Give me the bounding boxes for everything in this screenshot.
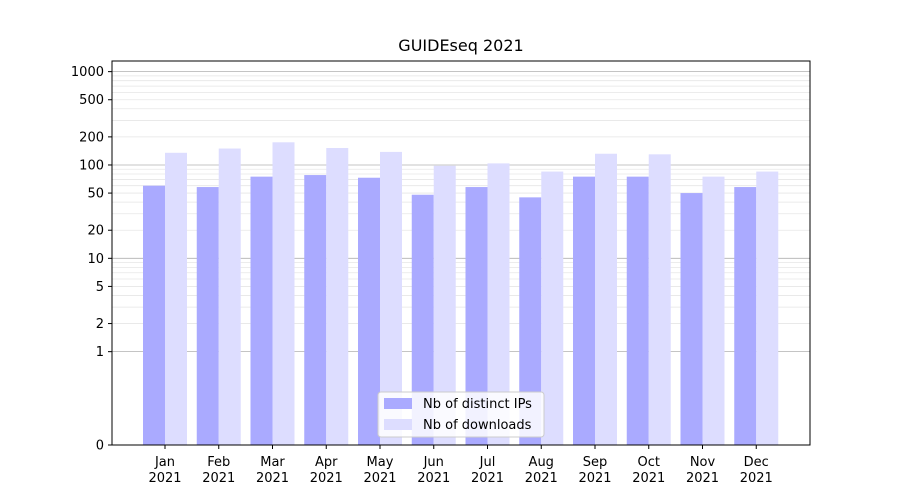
legend: Nb of distinct IPs Nb of downloads [377,391,545,438]
y-tick-label: 1 [96,345,104,360]
bar-distinct-ips [358,177,380,445]
legend-swatch [384,419,412,430]
x-tick-label: Jun 2021 [417,455,450,486]
y-tick-label: 20 [87,224,104,239]
bar-downloads [433,165,456,446]
bar-distinct-ips [680,193,703,445]
bar-downloads [218,148,241,445]
bar-downloads [648,154,671,445]
bar-distinct-ips [519,197,542,445]
bar-downloads [326,148,349,445]
x-tick-label: Oct 2021 [632,455,665,486]
y-tick-label: 100 [79,158,104,173]
y-tick-label: 50 [87,187,104,202]
y-tick-label: 10 [87,252,104,267]
x-tick-label: Dec 2021 [740,455,773,486]
x-tick-label: May 2021 [363,455,396,486]
x-tick-label: Mar 2021 [256,455,289,486]
legend-label: Nb of downloads [423,418,532,433]
bar-downloads [272,142,295,445]
bar-distinct-ips [250,176,273,445]
x-tick-label: Jul 2021 [471,455,504,486]
x-tick-label: Feb 2021 [202,455,235,486]
axes-layer: 0 1 2 5 10 20 50 100 200 500 1000 Jan 2021 Feb 2021 Mar… [71,60,811,486]
bar-distinct-ips [734,187,757,445]
bar-downloads [702,176,725,445]
x-tick-label: Aug 2021 [525,455,558,486]
bar-downloads [756,171,779,445]
bar-downloads [595,153,617,445]
y-tick-label: 200 [79,130,104,145]
bar-downloads [380,151,402,445]
y-tick-label: 5 [96,280,104,295]
bar-distinct-ips [143,185,165,445]
legend-label: Nb of distinct IPs [423,397,532,412]
bar-distinct-ips [304,175,327,445]
y-tick-label: 0 [96,439,104,454]
bar-distinct-ips [411,194,434,445]
bar-distinct-ips [465,187,488,445]
legend-swatch [384,398,412,409]
legend-box [377,391,545,438]
x-tick-label: Nov 2021 [686,455,719,486]
y-tick-label: 1000 [71,65,104,80]
bar-downloads [165,152,187,445]
x-tick-label: Sep 2021 [578,455,611,486]
bar-downloads [541,171,564,445]
y-tick-label: 500 [79,93,104,108]
bar-distinct-ips [626,176,649,445]
x-tick-label: Jan 2021 [148,455,181,486]
bars-layer [143,142,779,446]
bar-downloads [487,163,510,446]
plot-frame [111,60,811,446]
x-tick-label: Apr 2021 [310,455,343,486]
bar-distinct-ips [573,176,595,445]
bar-distinct-ips [196,187,219,445]
y-tick-label: 2 [96,317,104,332]
chart-title: GUIDEseq 2021 [398,36,523,55]
